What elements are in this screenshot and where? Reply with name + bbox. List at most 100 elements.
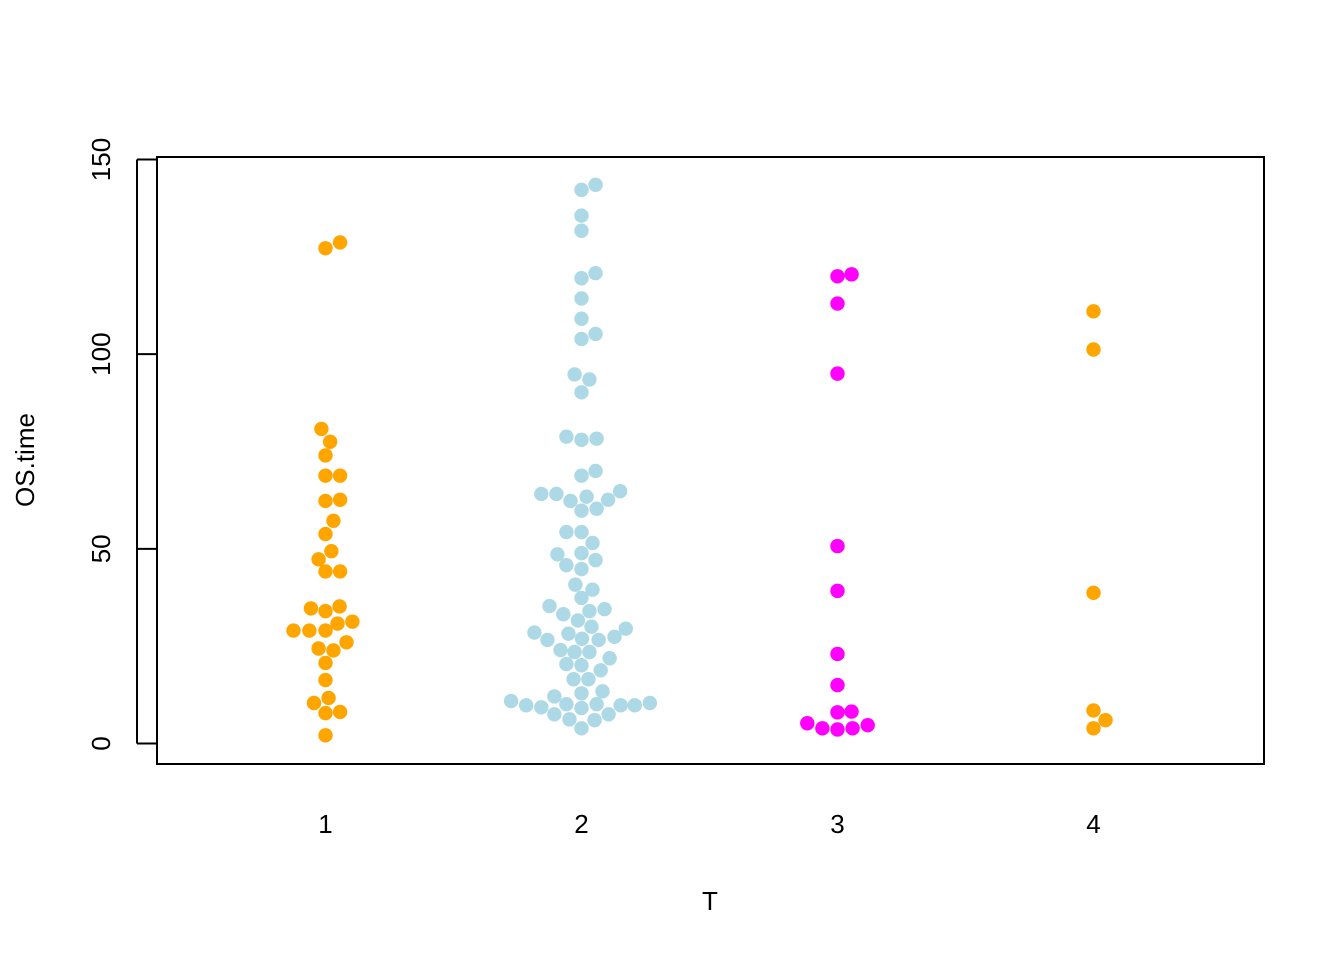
data-point (311, 552, 326, 567)
data-point (579, 489, 594, 504)
data-point (570, 613, 586, 628)
y-tick-label: 100 (86, 332, 116, 375)
data-point (830, 677, 845, 693)
data-point (563, 493, 578, 509)
data-point (844, 267, 859, 282)
data-point (318, 241, 333, 256)
data-point (845, 721, 860, 736)
data-point (830, 366, 845, 381)
data-point (574, 271, 589, 286)
data-point (330, 616, 345, 631)
data-point (582, 644, 597, 660)
data-point (527, 625, 542, 640)
data-point (600, 492, 616, 507)
data-point (542, 598, 557, 614)
data-point (830, 705, 845, 720)
data-point (318, 728, 333, 743)
data-point (534, 700, 549, 715)
data-point (318, 705, 333, 721)
data-point (574, 590, 589, 606)
data-point (582, 372, 597, 387)
data-point (519, 698, 534, 713)
data-point (830, 646, 845, 662)
data-point (567, 367, 582, 382)
data-point (593, 663, 608, 678)
data-point (326, 643, 341, 658)
data-point (553, 642, 568, 658)
data-point (556, 607, 571, 622)
data-point (318, 672, 333, 688)
data-point (588, 177, 603, 193)
data-point (559, 656, 574, 672)
data-point (562, 712, 577, 727)
data-point (800, 716, 815, 731)
data-point (597, 601, 612, 617)
data-point (332, 492, 348, 507)
data-point (559, 429, 574, 444)
data-point (574, 686, 589, 701)
data-point (588, 326, 603, 342)
data-point (321, 690, 336, 706)
data-point (585, 535, 600, 551)
data-point (581, 672, 596, 687)
data-point (574, 721, 589, 736)
data-point (1086, 721, 1101, 736)
data-point (574, 223, 589, 238)
data-point (332, 468, 348, 483)
data-point (574, 385, 589, 400)
data-point (613, 698, 628, 713)
data-point (332, 704, 348, 720)
data-point (306, 695, 322, 711)
data-point (567, 644, 582, 660)
data-point (574, 311, 589, 326)
data-point (324, 543, 339, 559)
data-point (860, 718, 875, 733)
data-point (830, 722, 845, 737)
plot-frame (156, 156, 1265, 765)
data-point (589, 501, 604, 516)
data-point (618, 621, 633, 636)
data-points (286, 177, 1113, 743)
data-point (588, 265, 603, 281)
data-point (582, 603, 597, 619)
data-point (345, 614, 360, 629)
data-point (318, 603, 333, 619)
data-point (601, 707, 616, 722)
data-point (830, 269, 845, 284)
y-axis-title: OS.time (10, 413, 40, 507)
data-point (318, 468, 333, 483)
data-point (540, 632, 555, 648)
data-point (602, 651, 617, 666)
data-point (332, 564, 348, 579)
data-point (561, 626, 576, 641)
data-point (1086, 342, 1101, 357)
data-point (1086, 585, 1101, 601)
data-point (844, 704, 859, 719)
data-point (612, 484, 628, 499)
data-point (286, 623, 301, 638)
x-tick-label: 3 (830, 809, 844, 839)
data-point (326, 513, 341, 529)
data-point (559, 557, 574, 573)
data-point (574, 631, 590, 646)
y-tick-label: 50 (86, 534, 116, 563)
data-point (332, 235, 348, 250)
data-point (503, 693, 519, 709)
data-point (574, 468, 589, 483)
data-point (595, 684, 610, 699)
data-point (574, 331, 589, 347)
x-axis-title: T (702, 886, 718, 916)
data-point (318, 623, 333, 638)
data-point (642, 695, 658, 711)
data-point (585, 582, 600, 597)
x-tick-label: 4 (1086, 809, 1100, 839)
data-point (574, 432, 589, 448)
data-point (574, 291, 589, 306)
data-point (574, 658, 589, 673)
data-point (311, 641, 326, 656)
data-point (830, 583, 845, 599)
data-point (547, 689, 562, 704)
data-point (830, 538, 845, 554)
data-point (318, 493, 333, 509)
